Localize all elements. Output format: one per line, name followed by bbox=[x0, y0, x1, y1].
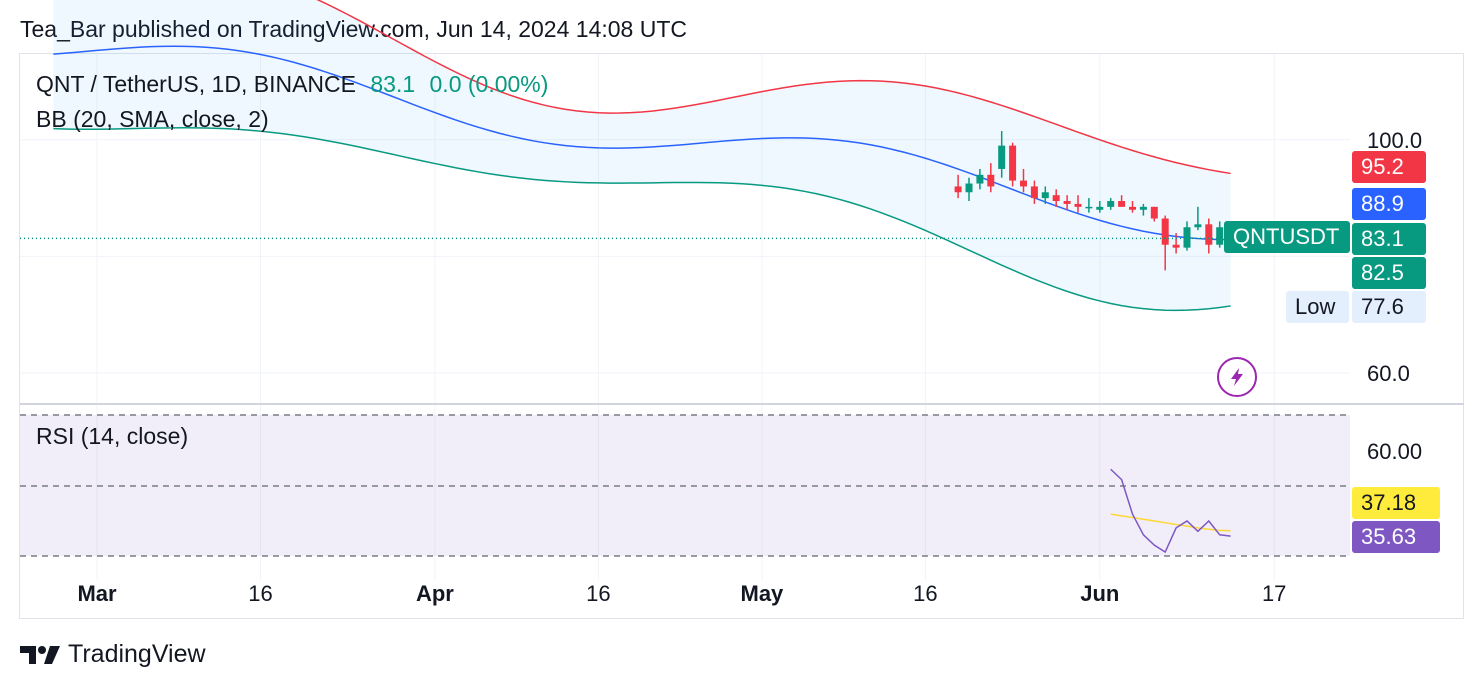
candle-body bbox=[976, 174, 984, 184]
tradingview-logo-icon bbox=[20, 645, 60, 664]
publish-header: Tea_Bar published on TradingView.com, Ju… bbox=[20, 16, 687, 42]
price-tick-100: 100.0 bbox=[1367, 128, 1423, 153]
time-label: May bbox=[740, 581, 784, 606]
footer-brand[interactable]: TradingView bbox=[20, 640, 206, 669]
time-label: 16 bbox=[248, 581, 273, 606]
time-label: Apr bbox=[415, 581, 454, 606]
rsi-legend[interactable]: RSI (14, close) bbox=[36, 423, 188, 450]
bb-basis-tag: 88.9 bbox=[1352, 188, 1426, 220]
bb-lower-line bbox=[53, 127, 1231, 312]
candle-body bbox=[1172, 244, 1180, 248]
symbol-name: QNT / TetherUS, 1D, BINANCE bbox=[36, 71, 356, 97]
candle-body bbox=[1150, 206, 1158, 219]
last-price-tag: 83.1 bbox=[1352, 223, 1426, 255]
rsi-ma-tag: 37.18 bbox=[1352, 487, 1440, 519]
rsi-label: RSI (14, close) bbox=[36, 423, 189, 449]
candle-body bbox=[954, 186, 962, 193]
candle-body bbox=[1085, 206, 1093, 209]
candle-body bbox=[1052, 195, 1060, 202]
candle-body bbox=[1118, 201, 1126, 207]
candle-body bbox=[1161, 218, 1169, 245]
bb-upper-tag: 95.2 bbox=[1352, 151, 1426, 183]
symbol-tag: QNTUSDT bbox=[1224, 221, 1350, 253]
time-label: 16 bbox=[586, 581, 611, 606]
bb-label: BB (20, SMA, close, 2) bbox=[36, 106, 269, 132]
candle-body bbox=[1216, 227, 1224, 245]
candle-body bbox=[987, 174, 995, 187]
last-price-legend: 83.1 bbox=[370, 71, 416, 97]
candle-body bbox=[1183, 227, 1191, 248]
change-legend: 0.0 (0.00%) bbox=[429, 71, 549, 97]
candle-body bbox=[1020, 180, 1027, 187]
bb-band-fill bbox=[53, 0, 1231, 311]
candle-body bbox=[1096, 206, 1104, 210]
bb-upper-line bbox=[316, 0, 1231, 175]
rsi-line bbox=[1110, 468, 1231, 554]
candle-body bbox=[965, 183, 973, 193]
candle-body bbox=[1194, 224, 1202, 228]
bb-lower-tag: 82.5 bbox=[1352, 257, 1426, 289]
low-value: 77.6 bbox=[1352, 291, 1426, 323]
candle-body bbox=[1129, 206, 1136, 210]
candle-body bbox=[1074, 203, 1082, 207]
time-label: 16 bbox=[913, 581, 938, 606]
candle-body bbox=[1205, 224, 1213, 245]
footer-brand-text: TradingView bbox=[68, 640, 206, 668]
candle-body bbox=[1139, 206, 1147, 210]
time-label: Jun bbox=[1080, 581, 1120, 606]
candle-body bbox=[1030, 186, 1038, 199]
candle-body bbox=[1041, 192, 1049, 199]
low-label: Low bbox=[1286, 291, 1349, 323]
time-label: 17 bbox=[1261, 581, 1287, 606]
rsi-tick-60: 60.00 bbox=[1367, 439, 1423, 464]
rsi-ma-line bbox=[1110, 513, 1231, 532]
time-label: Mar bbox=[77, 581, 117, 606]
bb-legend[interactable]: BB (20, SMA, close, 2) bbox=[36, 106, 269, 133]
candle-body bbox=[1009, 145, 1017, 181]
chart-frame[interactable] bbox=[19, 53, 1464, 619]
price-tick-60: 60.0 bbox=[1367, 361, 1410, 386]
candle-body bbox=[998, 145, 1006, 169]
symbol-legend[interactable]: QNT / TetherUS, 1D, BINANCE 83.1 0.0 (0.… bbox=[36, 71, 548, 98]
candle-body bbox=[1107, 201, 1115, 207]
candle-body bbox=[1063, 201, 1071, 204]
lightning-icon[interactable] bbox=[1217, 357, 1257, 397]
rsi-tag: 35.63 bbox=[1352, 521, 1440, 553]
